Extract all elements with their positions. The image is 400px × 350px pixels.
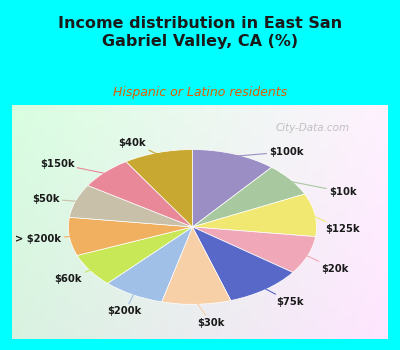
Text: $20k: $20k <box>304 254 349 274</box>
Text: Hispanic or Latino residents: Hispanic or Latino residents <box>113 86 287 99</box>
Wedge shape <box>69 186 192 227</box>
Wedge shape <box>108 227 192 302</box>
Wedge shape <box>192 227 316 272</box>
Text: $10k: $10k <box>288 181 357 197</box>
Wedge shape <box>162 227 231 304</box>
Text: $150k: $150k <box>40 159 107 174</box>
Text: $125k: $125k <box>311 215 360 234</box>
Wedge shape <box>68 217 192 256</box>
Wedge shape <box>192 194 316 237</box>
Text: $50k: $50k <box>32 194 79 204</box>
Wedge shape <box>126 149 192 227</box>
Text: $75k: $75k <box>263 288 304 307</box>
Text: > $200k: > $200k <box>15 234 73 244</box>
Wedge shape <box>88 162 192 227</box>
Text: $30k: $30k <box>196 302 225 328</box>
Wedge shape <box>192 167 305 227</box>
Text: Income distribution in East San
Gabriel Valley, CA (%): Income distribution in East San Gabriel … <box>58 16 342 49</box>
Text: $100k: $100k <box>233 147 304 157</box>
Text: $60k: $60k <box>55 269 93 284</box>
Text: $200k: $200k <box>108 293 142 316</box>
Wedge shape <box>192 149 272 227</box>
Text: $40k: $40k <box>118 138 159 155</box>
Wedge shape <box>77 227 192 284</box>
Wedge shape <box>192 227 293 301</box>
Text: City-Data.com: City-Data.com <box>276 124 350 133</box>
